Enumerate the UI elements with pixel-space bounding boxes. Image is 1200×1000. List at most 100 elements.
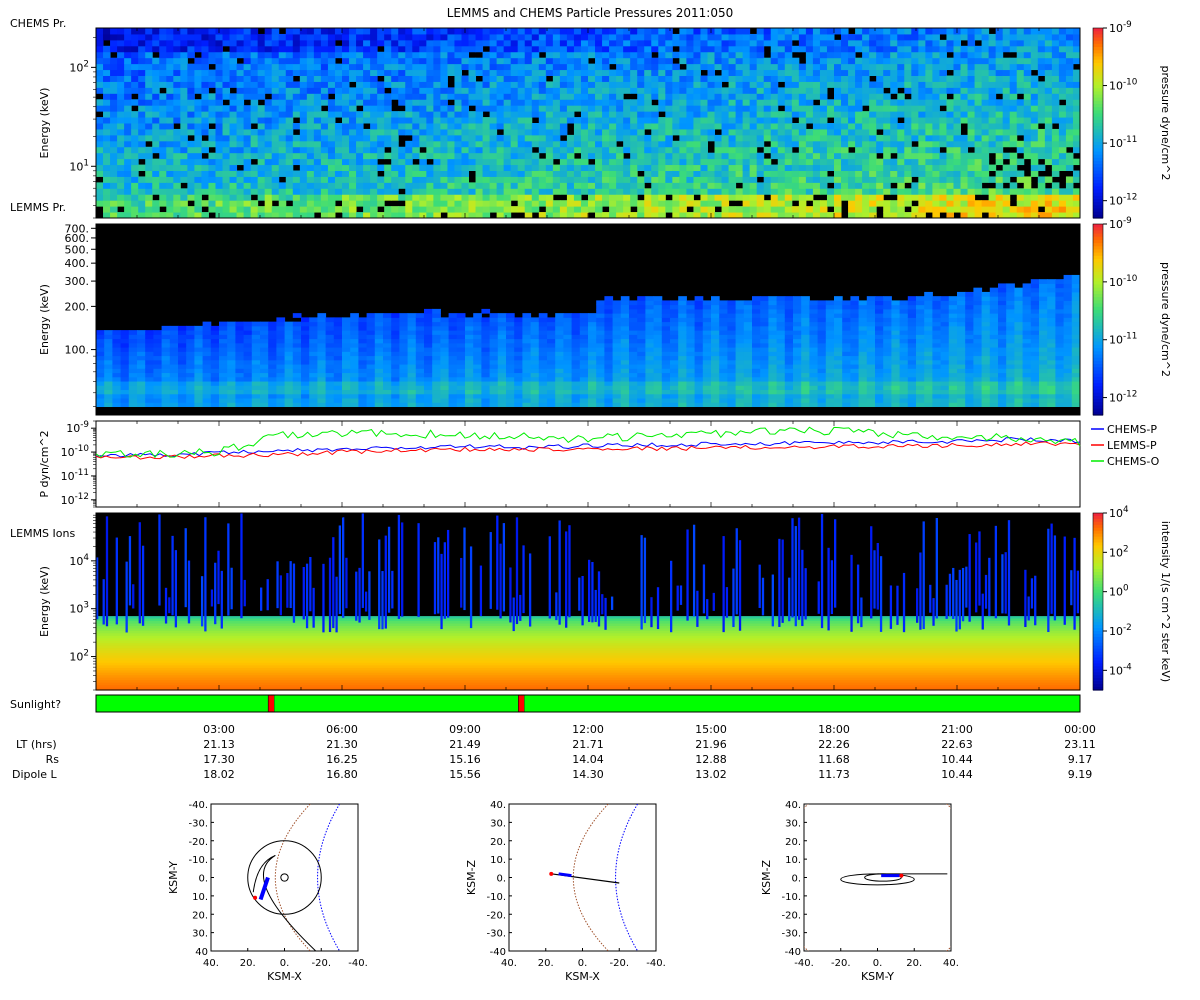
heat-cell xyxy=(285,206,294,213)
heat-cell xyxy=(602,33,610,41)
heat-cell xyxy=(658,69,666,76)
heat-cell xyxy=(327,123,336,130)
heat-cell xyxy=(925,128,933,136)
heat-cell xyxy=(658,81,666,88)
heat-cell xyxy=(812,140,821,148)
heat-cell xyxy=(672,170,680,177)
heat-cell xyxy=(1002,176,1011,183)
heat-cell xyxy=(967,188,976,195)
heat-cell xyxy=(236,111,245,118)
heat-cell xyxy=(222,206,231,213)
heat-cell xyxy=(869,105,877,112)
heat-cell xyxy=(1051,45,1060,53)
heat-cell xyxy=(559,146,568,154)
heat-cell xyxy=(292,57,301,65)
heat-cell xyxy=(967,176,976,183)
heat-cell xyxy=(180,105,188,112)
heat-cell xyxy=(145,368,154,374)
heat-cell xyxy=(145,389,154,395)
heat-cell xyxy=(960,176,969,183)
heat-cell xyxy=(285,69,294,76)
heat-cell xyxy=(925,51,933,59)
heat-cell xyxy=(798,164,807,171)
heat-cell xyxy=(559,45,568,53)
heat-cell xyxy=(208,164,216,171)
heat-cell xyxy=(201,158,209,166)
heat-cell xyxy=(426,152,434,160)
heat-cell xyxy=(510,87,519,94)
heat-cell xyxy=(194,117,202,124)
heat-cell xyxy=(693,134,701,142)
heat-cell xyxy=(1037,39,1046,47)
heat-cell xyxy=(482,28,491,35)
heat-cell xyxy=(299,128,308,136)
heat-cell xyxy=(405,176,413,183)
heat-cell xyxy=(1030,45,1039,53)
heat-cell xyxy=(153,334,163,340)
heat-cell xyxy=(222,81,231,88)
heat-cell xyxy=(981,176,990,183)
heat-cell xyxy=(173,99,181,106)
heat-cell xyxy=(243,87,252,94)
heat-cell xyxy=(967,152,976,160)
heat-cell xyxy=(714,140,723,148)
heat-cell xyxy=(306,182,315,189)
colorbar-cell xyxy=(1093,53,1103,58)
heat-cell xyxy=(370,57,378,65)
heat-cell xyxy=(271,164,280,171)
heat-cell xyxy=(566,93,575,100)
heat-cell xyxy=(953,200,962,207)
heat-cell xyxy=(1023,105,1032,112)
heat-cell xyxy=(869,146,877,154)
heat-cell xyxy=(602,152,610,160)
heat-cell xyxy=(609,105,617,112)
heat-cell xyxy=(805,39,814,47)
heat-cell xyxy=(260,389,269,395)
heat-cell xyxy=(309,317,318,323)
heat-cell xyxy=(524,105,533,112)
heat-cell xyxy=(243,194,252,201)
heat-cell xyxy=(496,140,505,148)
heat-cell xyxy=(1037,194,1046,201)
heat-cell xyxy=(320,200,329,207)
heat-cell xyxy=(1030,123,1039,130)
heat-cell xyxy=(714,81,723,88)
heat-cell xyxy=(862,69,870,76)
heat-cell xyxy=(433,93,441,100)
heat-cell xyxy=(219,321,228,327)
heat-cell xyxy=(104,385,113,391)
heat-cell xyxy=(356,63,364,71)
heat-cell xyxy=(700,28,708,35)
heat-cell xyxy=(812,176,821,183)
heat-cell xyxy=(1016,123,1025,130)
heat-cell xyxy=(278,81,287,88)
heat-cell xyxy=(350,402,359,408)
heat-cell xyxy=(201,45,209,53)
heat-cell xyxy=(370,28,378,35)
heat-cell xyxy=(210,355,220,361)
heat-cell xyxy=(104,372,113,378)
heat-cell xyxy=(350,364,359,369)
heat-cell xyxy=(967,99,976,106)
heat-cell xyxy=(1058,128,1067,136)
heat-cell xyxy=(637,117,645,124)
heat-cell xyxy=(538,99,547,106)
heat-cell xyxy=(358,359,368,365)
heat-cell xyxy=(777,152,786,160)
heat-cell xyxy=(306,170,315,177)
heat-cell xyxy=(679,105,687,112)
heat-cell xyxy=(545,164,554,171)
heat-cell xyxy=(103,158,111,166)
heat-cell xyxy=(693,164,701,171)
heat-cell xyxy=(391,140,399,148)
heat-cell xyxy=(573,188,582,195)
heat-cell xyxy=(433,200,441,207)
heat-cell xyxy=(284,347,294,352)
heat-cell xyxy=(939,158,947,166)
heat-cell xyxy=(112,372,122,378)
heat-cell xyxy=(426,140,434,148)
heat-cell xyxy=(545,63,554,71)
heat-cell xyxy=(327,158,336,166)
heat-cell xyxy=(426,206,434,213)
heat-cell xyxy=(278,69,287,76)
